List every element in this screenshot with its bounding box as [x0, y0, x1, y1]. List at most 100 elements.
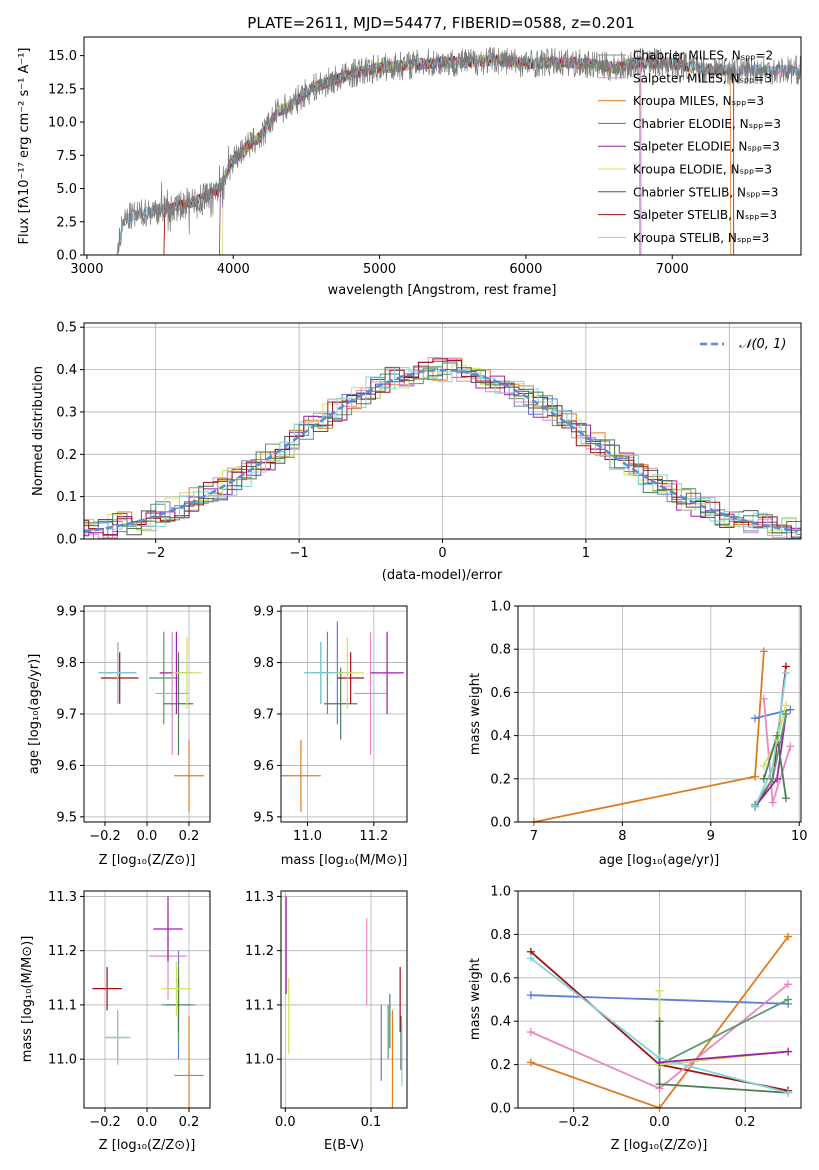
spectrum-xlabel: wavelength [Angstrom, rest frame]	[328, 283, 557, 298]
y-tick-label: 11.0	[245, 1053, 274, 1068]
weight-marker	[759, 647, 768, 656]
y-tick-label: 11.3	[48, 890, 77, 905]
weight-marker	[526, 954, 535, 963]
residual-histogram	[84, 367, 801, 539]
y-tick-label: 10.0	[48, 116, 77, 131]
y-tick-label: 9.8	[56, 656, 77, 671]
x-tick-label: 11.2	[359, 829, 388, 844]
weight-vs-age-xlabel: age [log₁₀(age/yr)]	[599, 853, 720, 868]
model-spectrum-line	[218, 54, 641, 255]
x-tick-label: 5000	[363, 262, 396, 277]
x-tick-label: 0.2	[179, 1115, 200, 1130]
weight-marker	[781, 710, 790, 718]
x-tick-label: 6000	[509, 262, 542, 277]
weight-marker	[786, 705, 795, 714]
weight-marker	[784, 1047, 793, 1056]
y-tick-label: 0.0	[56, 533, 77, 548]
y-tick-label: 11.1	[48, 998, 77, 1013]
y-tick-label: 0.4	[490, 1015, 511, 1030]
y-tick-label: 9.8	[253, 656, 274, 671]
legend-label: Kroupa MILES, Nₛₚₚ=3	[633, 94, 764, 108]
y-tick-label: 0.6	[490, 971, 511, 986]
mass-vs-Z-xlabel: Z [log₁₀(Z/Z⊙)]	[99, 1138, 196, 1153]
weight-marker	[759, 774, 768, 783]
x-tick-label: −0.2	[558, 1115, 590, 1130]
residual-histogram	[84, 362, 801, 539]
model-spectrum-line	[221, 54, 642, 255]
y-tick-label: 0.3	[56, 405, 77, 420]
residual-histogram	[84, 365, 801, 539]
x-tick-label: 11.0	[293, 829, 322, 844]
age-vs-Z-ylabel: age [log₁₀(age/yr)]	[27, 654, 42, 775]
y-tick-label: 11.2	[48, 944, 77, 959]
weight-vs-age-panel: 7 8 9 10 0.0 0.2 0.4 0.6 0.8 1.0 age [log₁₀(age/y…	[468, 600, 808, 869]
x-tick-label: 0	[438, 546, 446, 561]
x-tick-label: 0.1	[361, 1115, 382, 1130]
plot-area	[533, 651, 792, 822]
y-tick-label: 9.5	[253, 810, 274, 825]
weight-marker	[751, 772, 760, 781]
observed-spectrum-line	[117, 46, 801, 255]
weight-marker	[784, 1088, 793, 1097]
mass-vs-Z-frame	[83, 890, 211, 1109]
weight-marker	[526, 1058, 535, 1067]
plot-area	[530, 936, 789, 1108]
y-tick-label: 0.0	[490, 1102, 511, 1117]
y-tick-label: 0.5	[56, 321, 77, 336]
plot-area	[281, 621, 404, 812]
y-tick-label: 11.2	[245, 944, 274, 959]
x-tick-label: −2	[146, 546, 165, 561]
mass-vs-EBV-xlabel: E(B-V)	[324, 1138, 364, 1153]
y-tick-label: 9.9	[253, 605, 274, 620]
y-tick-label: 11.0	[48, 1053, 77, 1068]
residual-histogram	[84, 367, 801, 539]
y-tick-label: 0.2	[490, 1058, 511, 1073]
age-vs-mass-frame	[280, 605, 408, 823]
mass-vs-Z-ylabel: mass [log₁₀(M/M⊙)]	[20, 936, 35, 1063]
y-tick-label: 0.0	[56, 249, 77, 264]
weight-vs-age-frame	[517, 605, 802, 823]
mass-vs-EBV-panel: 0.0 0.1 11.0 11.1 11.2 11.3 E(B-V)	[245, 890, 408, 1153]
y-tick-label: 9.5	[56, 810, 77, 825]
weight-marker	[751, 714, 760, 723]
weight-marker	[784, 932, 793, 941]
x-tick-label: 7000	[656, 262, 689, 277]
x-tick-label: 10	[791, 829, 808, 844]
y-tick-label: 0.8	[490, 928, 511, 943]
legend-label: Salpeter STELIB, Nₛₚₚ=3	[633, 208, 777, 222]
weight-vs-Z-xlabel: Z [log₁₀(Z/Z⊙)]	[611, 1138, 708, 1153]
weight-marker	[751, 802, 760, 811]
legend-label: Salpeter MILES, Nₛₚₚ=3	[633, 71, 772, 85]
x-tick-label: 3000	[70, 262, 103, 277]
weight-marker	[655, 986, 664, 995]
age-vs-Z-panel: −0.2 0.0 0.2 9.5 9.6 9.7 9.8 9.9 Z [log₁₀(Z/Z⊙)…	[27, 605, 211, 868]
y-tick-label: 0.8	[490, 643, 511, 658]
x-tick-label: −0.2	[89, 829, 121, 844]
y-tick-label: 11.1	[245, 998, 274, 1013]
x-tick-label: 0.0	[137, 1115, 158, 1130]
y-tick-label: 9.9	[56, 605, 77, 620]
weight-marker	[655, 1017, 664, 1026]
weight-marker	[655, 1080, 664, 1089]
weight-marker	[759, 694, 768, 703]
y-tick-label: 7.5	[56, 149, 77, 164]
weight-vs-age-ylabel: mass weight	[468, 673, 483, 755]
y-tick-label: 5.0	[56, 182, 77, 197]
weight-marker	[655, 1058, 664, 1067]
weight-marker	[781, 794, 790, 803]
y-tick-label: 0.1	[56, 490, 77, 505]
weight-line	[533, 651, 765, 822]
x-tick-label: 4000	[217, 262, 250, 277]
weight-marker	[786, 742, 795, 751]
y-tick-label: 1.0	[490, 885, 511, 900]
y-tick-label: 0.2	[490, 772, 511, 787]
legend-label: Chabrier STELIB, Nₛₚₚ=3	[633, 185, 778, 199]
gaussian-curve	[84, 368, 799, 533]
weight-marker	[768, 774, 777, 783]
weight-vs-Z-panel: −0.2 0.0 0.2 0.0 0.2 0.4 0.6 0.8 1.0 Z [log₁₀(Z/…	[468, 885, 802, 1153]
x-tick-label: 0.0	[137, 829, 158, 844]
y-tick-label: 12.5	[48, 82, 77, 97]
age-vs-mass-xlabel: mass [log₁₀(M/M⊙)]	[281, 853, 408, 868]
plot-area	[285, 896, 403, 1108]
weight-marker	[781, 668, 790, 677]
